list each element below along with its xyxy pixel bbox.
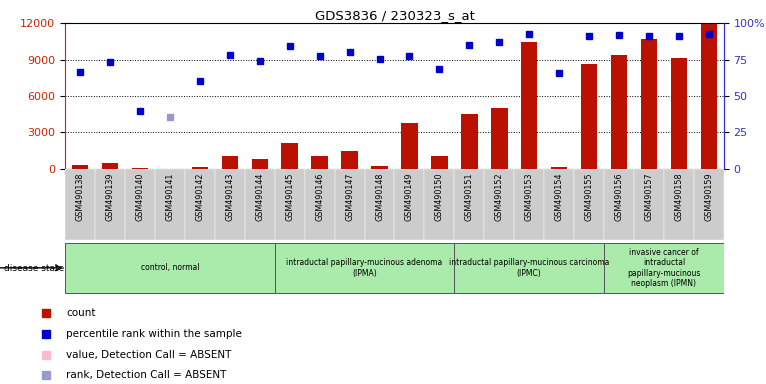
Bar	[431, 156, 447, 169]
FancyBboxPatch shape	[275, 169, 305, 240]
FancyBboxPatch shape	[125, 169, 155, 240]
Text: GSM490157: GSM490157	[644, 172, 653, 221]
Text: GSM490142: GSM490142	[195, 172, 205, 221]
Text: disease state: disease state	[4, 264, 64, 273]
Text: GSM490140: GSM490140	[136, 172, 145, 221]
Text: invasive cancer of
intraductal
papillary-mucinous
neoplasm (IPMN): invasive cancer of intraductal papillary…	[627, 248, 701, 288]
Text: GSM490159: GSM490159	[705, 172, 713, 221]
FancyBboxPatch shape	[454, 169, 484, 240]
Text: GSM490145: GSM490145	[285, 172, 294, 221]
Text: GSM490147: GSM490147	[345, 172, 354, 221]
Text: GSM490152: GSM490152	[495, 172, 504, 221]
FancyBboxPatch shape	[185, 169, 214, 240]
Text: GSM490141: GSM490141	[165, 172, 175, 221]
Text: GSM490151: GSM490151	[465, 172, 474, 221]
Bar	[72, 165, 88, 169]
Text: GSM490139: GSM490139	[106, 172, 115, 221]
FancyBboxPatch shape	[335, 169, 365, 240]
Bar	[401, 123, 417, 169]
Text: percentile rank within the sample: percentile rank within the sample	[66, 329, 242, 339]
Text: rank, Detection Call = ABSENT: rank, Detection Call = ABSENT	[66, 370, 226, 381]
Text: GSM490153: GSM490153	[525, 172, 534, 221]
FancyBboxPatch shape	[694, 169, 724, 240]
FancyBboxPatch shape	[574, 169, 604, 240]
FancyBboxPatch shape	[394, 169, 424, 240]
Text: control, normal: control, normal	[141, 263, 199, 272]
Bar	[192, 167, 208, 169]
Bar	[461, 114, 477, 169]
Bar	[611, 55, 627, 169]
Text: GSM490150: GSM490150	[435, 172, 444, 221]
FancyBboxPatch shape	[484, 169, 514, 240]
Bar	[671, 58, 687, 169]
FancyBboxPatch shape	[544, 169, 574, 240]
FancyBboxPatch shape	[634, 169, 664, 240]
FancyBboxPatch shape	[365, 169, 394, 240]
FancyBboxPatch shape	[214, 169, 245, 240]
Title: GDS3836 / 230323_s_at: GDS3836 / 230323_s_at	[315, 9, 474, 22]
Text: GSM490154: GSM490154	[555, 172, 564, 221]
Bar	[701, 24, 717, 169]
Text: value, Detection Call = ABSENT: value, Detection Call = ABSENT	[66, 349, 231, 360]
Bar	[641, 39, 657, 169]
Text: GSM490155: GSM490155	[584, 172, 594, 221]
Text: intraductal papillary-mucinous carcinoma
(IPMC): intraductal papillary-mucinous carcinoma…	[449, 258, 610, 278]
Bar	[342, 151, 358, 169]
Text: GSM490143: GSM490143	[225, 172, 234, 221]
Text: count: count	[66, 308, 96, 318]
FancyBboxPatch shape	[245, 169, 275, 240]
Text: GSM490158: GSM490158	[674, 172, 683, 221]
Bar	[372, 166, 388, 169]
Text: intraductal papillary-mucinous adenoma
(IPMA): intraductal papillary-mucinous adenoma (…	[286, 258, 443, 278]
FancyBboxPatch shape	[604, 243, 724, 293]
FancyBboxPatch shape	[65, 169, 95, 240]
Bar	[581, 65, 597, 169]
FancyBboxPatch shape	[664, 169, 694, 240]
Text: GSM490138: GSM490138	[76, 172, 84, 221]
Text: GSM490148: GSM490148	[375, 172, 384, 221]
FancyBboxPatch shape	[155, 169, 185, 240]
Bar	[251, 159, 268, 169]
Bar	[491, 108, 508, 169]
FancyBboxPatch shape	[604, 169, 634, 240]
FancyBboxPatch shape	[305, 169, 335, 240]
Text: GSM490156: GSM490156	[614, 172, 624, 221]
Text: GSM490149: GSM490149	[405, 172, 414, 221]
Bar	[551, 167, 568, 169]
Bar	[221, 156, 238, 169]
Bar	[132, 168, 148, 169]
FancyBboxPatch shape	[454, 243, 604, 293]
Bar	[102, 164, 118, 169]
FancyBboxPatch shape	[514, 169, 544, 240]
FancyBboxPatch shape	[95, 169, 125, 240]
FancyBboxPatch shape	[424, 169, 454, 240]
Text: GSM490146: GSM490146	[315, 172, 324, 221]
Bar	[521, 43, 538, 169]
Bar	[281, 143, 298, 169]
Text: GSM490144: GSM490144	[255, 172, 264, 221]
FancyBboxPatch shape	[65, 243, 275, 293]
FancyBboxPatch shape	[275, 243, 454, 293]
Bar	[312, 156, 328, 169]
